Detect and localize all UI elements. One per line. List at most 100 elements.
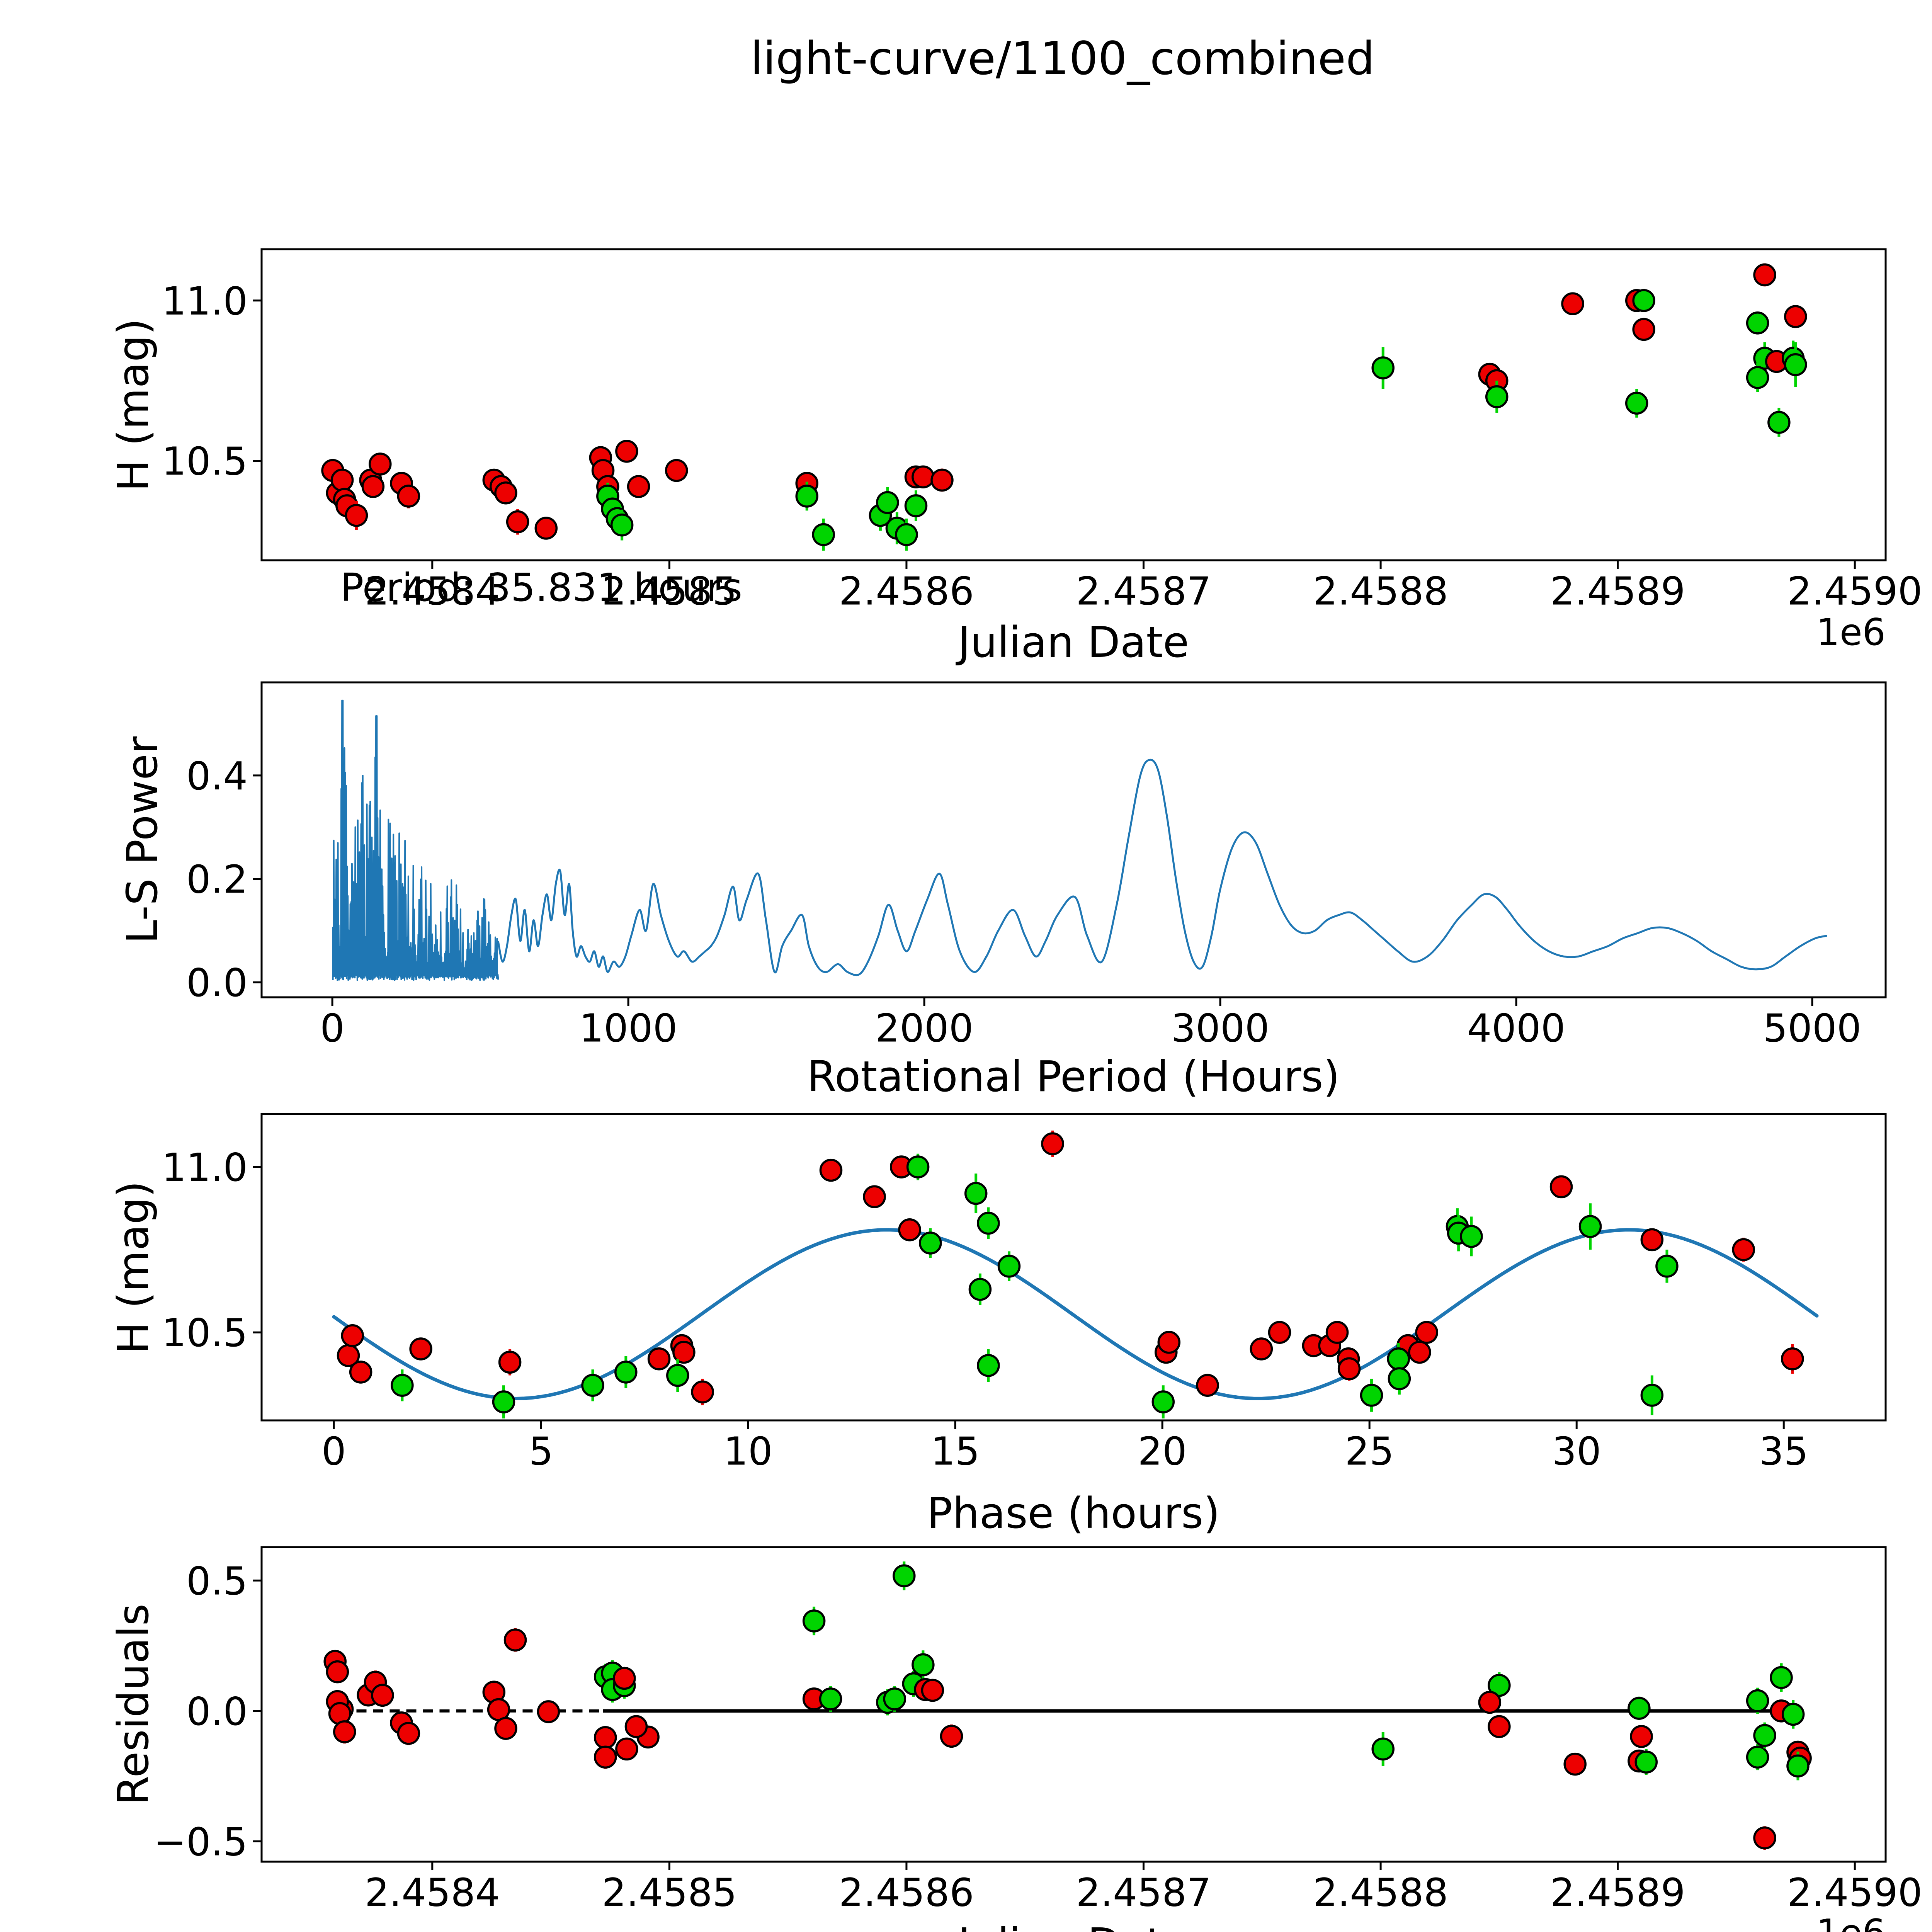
x-tick-label-4-1: 2.4585 (602, 1870, 737, 1915)
y-tick-label-2-2: 0.4 (186, 753, 248, 799)
x-tick-label-3-1: 5 (529, 1429, 553, 1474)
data-point-red (1268, 1321, 1291, 1344)
data-point-red (330, 468, 354, 492)
data-point-green (391, 1374, 414, 1397)
data-point-red (1732, 1238, 1755, 1261)
data-point-green (1628, 1697, 1651, 1720)
data-point-red (503, 1628, 527, 1652)
data-point-red (371, 1684, 394, 1707)
axis3-xlabel: Phase (hours) (927, 1488, 1220, 1538)
axes-frame-4 (260, 1546, 1887, 1863)
data-point-green (968, 1278, 992, 1301)
x-tick-label-3-6: 30 (1552, 1429, 1601, 1474)
data-point-green (1485, 385, 1509, 408)
y-tick-label-3-1: 11.0 (162, 1145, 248, 1190)
y-tick-label-2-1: 0.2 (186, 857, 248, 902)
data-point-red (940, 1725, 963, 1748)
axis4-offset-label: 1e6 (1816, 1912, 1886, 1932)
x-tick-label-1-6: 2.4590 (1787, 568, 1922, 614)
data-point-green (883, 1687, 906, 1711)
x-tick-label-3-5: 25 (1345, 1429, 1394, 1474)
data-point-green (492, 1390, 515, 1413)
axis1-ylabel: H (mag) (109, 318, 158, 492)
data-point-red (1041, 1132, 1064, 1155)
data-point-red (930, 468, 954, 492)
x-tick-label-3-0: 0 (321, 1429, 346, 1474)
data-point-red (1784, 305, 1807, 328)
data-point-red (1632, 318, 1655, 341)
x-tick-label-4-2: 2.4586 (839, 1870, 974, 1915)
data-point-green (1625, 391, 1648, 415)
data-point-red (409, 1337, 432, 1361)
data-point-red (1630, 1725, 1653, 1748)
data-point-green (1746, 1689, 1769, 1713)
x-tick-label-1-4: 2.4588 (1313, 568, 1448, 614)
data-point-green (977, 1211, 1000, 1235)
data-point-green (997, 1255, 1021, 1278)
data-point-red (341, 1324, 364, 1347)
data-point-green (1460, 1225, 1483, 1248)
data-point-red (494, 1717, 517, 1740)
axes-frame-2 (260, 681, 1887, 998)
data-point-green (1151, 1390, 1175, 1413)
x-tick-label-2-5: 5000 (1763, 1005, 1862, 1051)
data-point-green (893, 1564, 916, 1587)
x-tick-label-2-4: 4000 (1467, 1005, 1566, 1051)
data-point-green (977, 1354, 1000, 1377)
y-tick-label-2-0: 0.0 (186, 960, 248, 1005)
data-point-red (326, 1660, 349, 1684)
data-point-green (904, 494, 928, 517)
data-point-green (876, 491, 899, 514)
data-point-red (594, 1726, 617, 1749)
data-point-red (345, 504, 368, 527)
data-point-red (537, 1700, 560, 1723)
data-point-red (672, 1340, 696, 1364)
data-point-red (898, 1218, 921, 1242)
data-point-green (1753, 1724, 1776, 1747)
data-point-red (1250, 1337, 1273, 1361)
data-point-green (1784, 353, 1807, 376)
axes-frame-3 (260, 1113, 1887, 1422)
data-point-green (1746, 311, 1769, 335)
data-point-red (1640, 1228, 1664, 1252)
data-point-green (1371, 356, 1395, 379)
data-point-green (581, 1374, 604, 1397)
data-point-red (1478, 1690, 1502, 1714)
data-point-red (613, 1667, 636, 1690)
data-point-red (921, 1679, 944, 1702)
data-point-red (615, 1737, 638, 1761)
data-point-green (964, 1182, 988, 1205)
periodogram-noise-region (332, 699, 499, 981)
x-tick-label-4-5: 2.4589 (1550, 1870, 1685, 1915)
x-tick-label-4-0: 2.4584 (365, 1870, 500, 1915)
data-point-red (349, 1361, 372, 1384)
x-tick-label-3-7: 35 (1759, 1429, 1808, 1474)
data-point-red (647, 1347, 671, 1371)
fit-sine-curve (332, 1228, 1819, 1400)
data-point-red (534, 517, 558, 540)
data-point-green (614, 1361, 638, 1384)
data-point-green (1578, 1215, 1602, 1238)
data-point-green (1746, 366, 1769, 389)
x-tick-label-3-3: 15 (930, 1429, 980, 1474)
data-point-green (802, 1609, 826, 1633)
data-point-red (1563, 1752, 1587, 1776)
data-point-red (615, 440, 638, 463)
y-tick-label-4-0: 0.5 (186, 1558, 248, 1604)
x-tick-label-3-2: 10 (723, 1429, 772, 1474)
x-tick-label-1-1: 2.4585 (602, 568, 737, 614)
data-point-green (919, 1231, 942, 1255)
data-point-red (863, 1185, 886, 1208)
axes-frame-1 (260, 248, 1887, 561)
data-point-red (627, 475, 650, 498)
x-tick-label-1-3: 2.4587 (1076, 568, 1211, 614)
x-tick-label-4-4: 2.4588 (1313, 1870, 1448, 1915)
data-point-red (506, 510, 529, 534)
data-point-red (1561, 292, 1584, 315)
data-point-red (369, 452, 392, 476)
y-tick-label-3-0: 10.5 (162, 1310, 248, 1355)
data-point-green (666, 1364, 689, 1387)
data-point-red (494, 481, 517, 505)
axis2-xlabel: Rotational Period (Hours) (807, 1052, 1340, 1101)
axis3-ylabel: H (mag) (109, 1181, 158, 1354)
